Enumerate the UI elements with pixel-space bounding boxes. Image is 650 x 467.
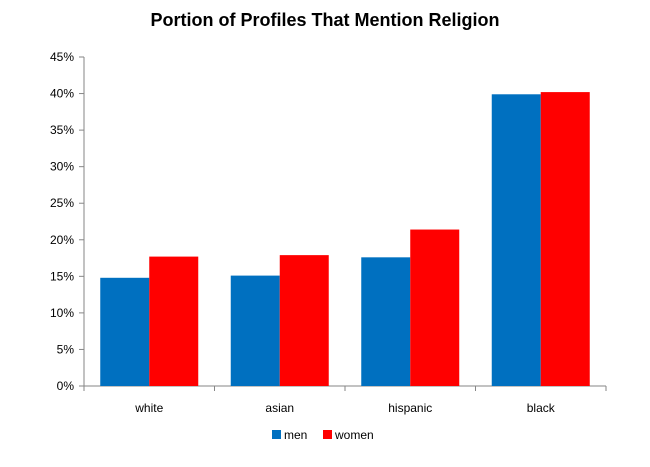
legend-label-men: men [284,428,307,442]
bar-women-hispanic [410,229,460,386]
y-tick-label: 0% [57,379,75,393]
chart-title: Portion of Profiles That Mention Religio… [150,10,500,30]
y-tick-label: 30% [50,160,74,174]
y-tick-label: 45% [50,50,74,64]
bar-women-white [149,256,199,386]
y-tick-label: 40% [50,87,74,101]
x-tick-label: white [134,401,163,415]
bar-women-black [540,92,590,387]
x-tick-label: hispanic [388,401,432,415]
y-tick-label: 35% [50,123,74,137]
y-tick-label: 5% [57,342,75,356]
bar-women-asian [279,255,329,386]
y-tick-label: 10% [50,306,74,320]
y-tick-label: 15% [50,269,74,283]
legend-swatch-men [272,430,281,439]
bar-men-black [491,94,541,386]
bar-men-asian [230,275,280,386]
bar-men-hispanic [361,257,411,386]
y-tick-label: 25% [50,196,74,210]
legend-swatch-women [323,430,332,439]
x-tick-label: asian [265,401,294,415]
x-tick-label: black [527,401,556,415]
bar-men-white [100,277,150,386]
legend-label-women: women [334,428,374,442]
y-tick-label: 20% [50,233,74,247]
